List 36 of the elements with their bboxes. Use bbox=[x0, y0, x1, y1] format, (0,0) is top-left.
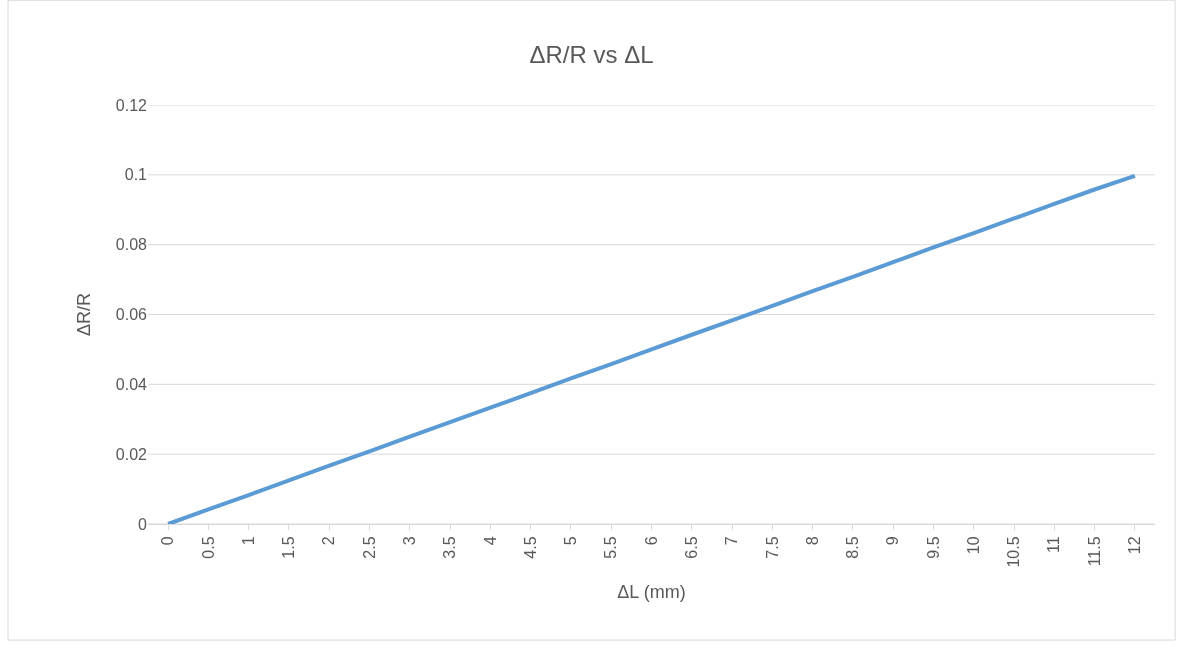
x-tick-label: 0 bbox=[159, 536, 177, 546]
x-tick-label: 6.5 bbox=[682, 536, 700, 559]
x-tick-label: 0.5 bbox=[199, 536, 217, 559]
y-tick-label: 0.08 bbox=[115, 236, 148, 254]
x-tick-label: 1 bbox=[239, 536, 257, 546]
chart-title: ΔR/R vs ΔL bbox=[529, 40, 654, 68]
y-tick-label: 0 bbox=[138, 515, 148, 533]
y-tick-label: 0.1 bbox=[124, 166, 148, 184]
x-tick-label: 11 bbox=[1045, 536, 1063, 554]
x-tick-label: 8.5 bbox=[844, 536, 862, 559]
x-tick-label: 4 bbox=[481, 536, 499, 546]
line-series bbox=[166, 173, 1137, 524]
y-tick-label: 0.06 bbox=[115, 306, 148, 324]
x-tick-label: 9 bbox=[884, 536, 902, 546]
x-tick-label: 3.5 bbox=[441, 536, 459, 559]
y-tick-label: 0.12 bbox=[115, 96, 148, 114]
x-tick-label: 2 bbox=[320, 536, 338, 546]
x-tick-label: 8 bbox=[803, 536, 821, 546]
x-tick-label: 1.5 bbox=[280, 536, 298, 559]
x-tick-label: 2.5 bbox=[360, 536, 378, 559]
x-tick-label: 7.5 bbox=[763, 536, 781, 559]
x-tick-label: 11.5 bbox=[1085, 536, 1103, 567]
y-tick-label: 0.02 bbox=[115, 445, 148, 463]
x-tick-label: 5.5 bbox=[602, 536, 620, 559]
x-axis-title: ΔL (mm) bbox=[617, 581, 686, 602]
x-tick-label: 10.5 bbox=[1005, 536, 1023, 568]
x-tick-label: 4.5 bbox=[521, 536, 539, 559]
x-tick-label: 5 bbox=[562, 536, 580, 546]
x-tick-label: 12 bbox=[1126, 536, 1144, 555]
x-tick-label: 10 bbox=[964, 536, 982, 555]
y-tick-label: 0.04 bbox=[115, 375, 148, 393]
x-tick-label: 7 bbox=[723, 536, 741, 546]
y-axis-title: ΔR/R bbox=[74, 292, 95, 337]
x-tick-label: 6 bbox=[642, 536, 660, 546]
x-tick-label: 9.5 bbox=[924, 536, 942, 559]
x-tick-label: 3 bbox=[401, 536, 419, 546]
